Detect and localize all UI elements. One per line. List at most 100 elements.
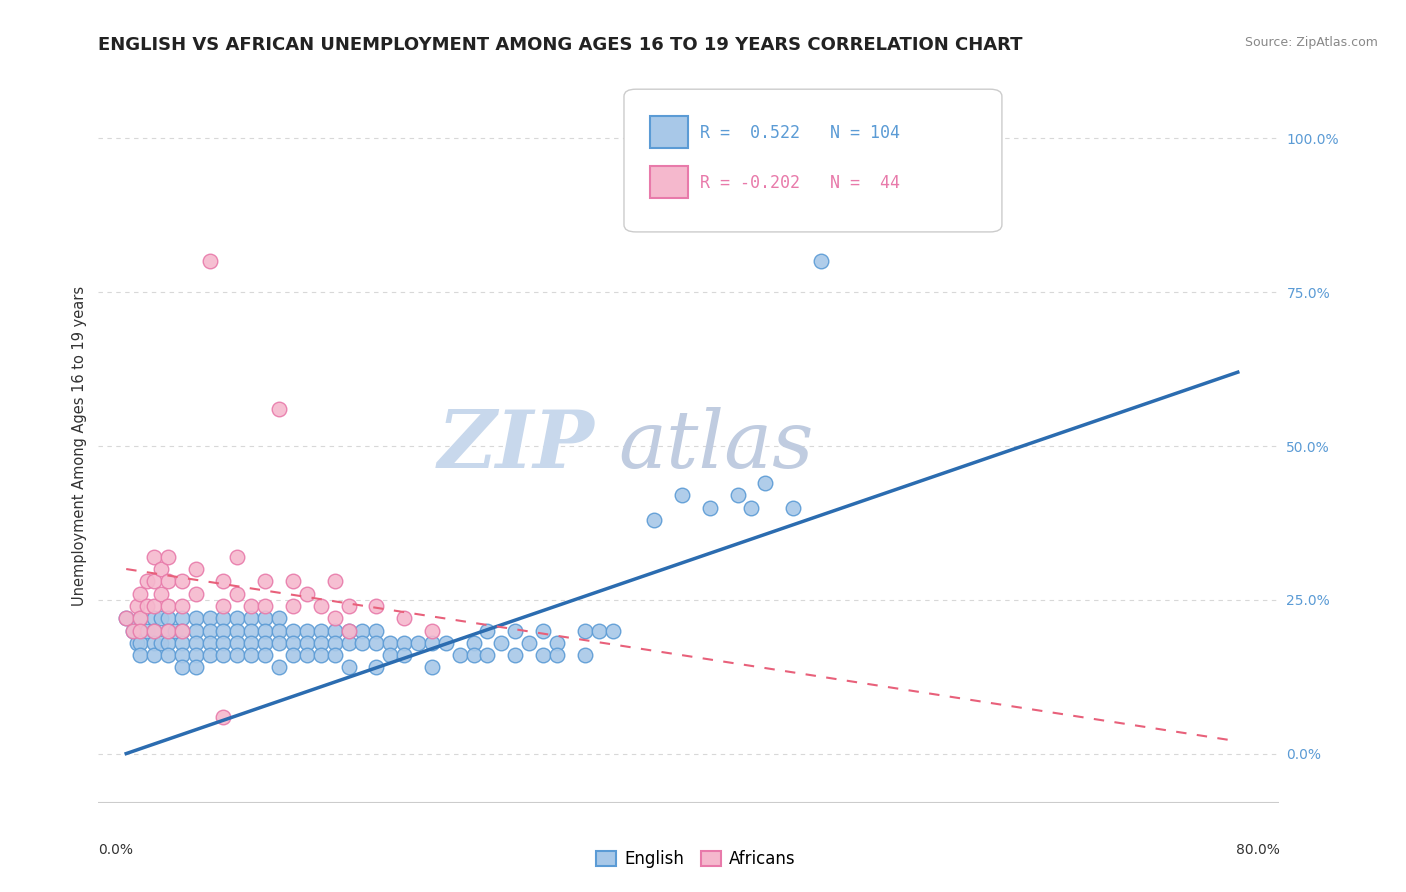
Point bbox=[337, 636, 360, 650]
Point bbox=[156, 549, 179, 564]
Point bbox=[226, 587, 249, 601]
FancyBboxPatch shape bbox=[624, 89, 1002, 232]
Point bbox=[170, 624, 193, 638]
Point bbox=[267, 660, 290, 674]
Point bbox=[337, 624, 360, 638]
Legend: English, Africans: English, Africans bbox=[589, 844, 803, 875]
Point bbox=[295, 636, 318, 650]
Point bbox=[392, 648, 415, 662]
Point bbox=[198, 636, 221, 650]
Point bbox=[392, 636, 415, 650]
Point bbox=[184, 636, 207, 650]
Point bbox=[156, 611, 179, 625]
Point bbox=[143, 636, 166, 650]
Point bbox=[477, 624, 499, 638]
Point bbox=[184, 611, 207, 625]
Point bbox=[531, 624, 554, 638]
Point bbox=[129, 611, 152, 625]
Point bbox=[149, 587, 172, 601]
Point bbox=[115, 611, 138, 625]
Point bbox=[212, 611, 235, 625]
Point bbox=[810, 254, 832, 268]
FancyBboxPatch shape bbox=[650, 116, 688, 148]
Point bbox=[754, 475, 776, 490]
Point bbox=[503, 648, 526, 662]
Point bbox=[226, 624, 249, 638]
Point bbox=[254, 624, 277, 638]
Point bbox=[267, 636, 290, 650]
Point bbox=[588, 624, 610, 638]
Point bbox=[198, 624, 221, 638]
Point bbox=[463, 636, 485, 650]
Point bbox=[546, 648, 568, 662]
Point bbox=[184, 562, 207, 576]
Point bbox=[699, 500, 721, 515]
Point bbox=[156, 624, 179, 638]
Text: 80.0%: 80.0% bbox=[1236, 843, 1279, 857]
Point bbox=[170, 660, 193, 674]
Point bbox=[143, 624, 166, 638]
Text: ZIP: ZIP bbox=[437, 408, 595, 484]
Point bbox=[170, 648, 193, 662]
Point bbox=[281, 648, 304, 662]
Point bbox=[143, 599, 166, 613]
Point bbox=[281, 624, 304, 638]
Point bbox=[420, 636, 443, 650]
Point bbox=[323, 624, 346, 638]
Point bbox=[170, 624, 193, 638]
Point bbox=[212, 574, 235, 589]
Point bbox=[267, 611, 290, 625]
Point bbox=[198, 611, 221, 625]
Point bbox=[136, 599, 159, 613]
Point bbox=[267, 402, 290, 417]
Point bbox=[281, 599, 304, 613]
Point bbox=[602, 624, 624, 638]
FancyBboxPatch shape bbox=[650, 166, 688, 198]
Point bbox=[281, 574, 304, 589]
Text: 0.0%: 0.0% bbox=[98, 843, 134, 857]
Point bbox=[309, 648, 332, 662]
Point bbox=[477, 648, 499, 662]
Point bbox=[366, 660, 388, 674]
Point bbox=[129, 636, 152, 650]
Point bbox=[143, 624, 166, 638]
Point bbox=[546, 636, 568, 650]
Point bbox=[309, 599, 332, 613]
Point bbox=[198, 254, 221, 268]
Point bbox=[337, 624, 360, 638]
Point bbox=[149, 611, 172, 625]
Point bbox=[184, 587, 207, 601]
Point bbox=[226, 636, 249, 650]
Point bbox=[380, 636, 402, 650]
Text: atlas: atlas bbox=[619, 408, 814, 484]
Point bbox=[380, 648, 402, 662]
Point bbox=[170, 636, 193, 650]
Point bbox=[254, 636, 277, 650]
Point bbox=[727, 488, 749, 502]
Point bbox=[671, 488, 693, 502]
Point bbox=[531, 648, 554, 662]
Point bbox=[392, 611, 415, 625]
Point bbox=[366, 624, 388, 638]
Text: ENGLISH VS AFRICAN UNEMPLOYMENT AMONG AGES 16 TO 19 YEARS CORRELATION CHART: ENGLISH VS AFRICAN UNEMPLOYMENT AMONG AG… bbox=[98, 36, 1024, 54]
Point bbox=[149, 562, 172, 576]
Point bbox=[309, 636, 332, 650]
Point bbox=[463, 648, 485, 662]
Point bbox=[240, 624, 263, 638]
Point bbox=[129, 587, 152, 601]
Point bbox=[184, 648, 207, 662]
Point bbox=[420, 624, 443, 638]
Point bbox=[323, 611, 346, 625]
Point bbox=[212, 709, 235, 723]
Point bbox=[254, 648, 277, 662]
Y-axis label: Unemployment Among Ages 16 to 19 years: Unemployment Among Ages 16 to 19 years bbox=[72, 286, 87, 606]
Point bbox=[295, 624, 318, 638]
Point bbox=[156, 574, 179, 589]
Point bbox=[143, 549, 166, 564]
Point bbox=[198, 648, 221, 662]
Point bbox=[136, 574, 159, 589]
Point bbox=[254, 599, 277, 613]
Point bbox=[127, 636, 149, 650]
Point bbox=[143, 648, 166, 662]
Point bbox=[212, 636, 235, 650]
